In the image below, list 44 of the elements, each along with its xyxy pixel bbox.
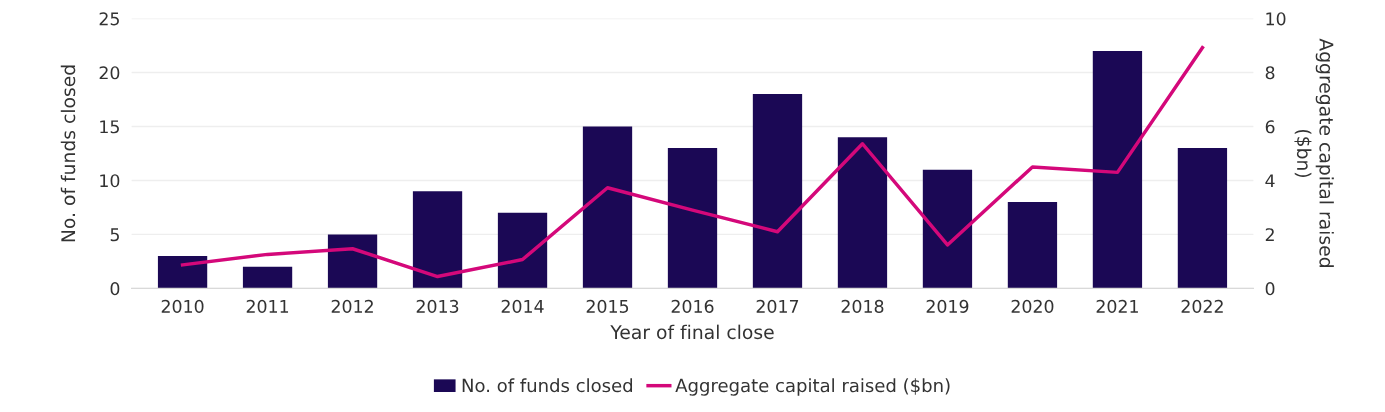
y2-tick-label: 2 [1265, 228, 1274, 242]
bar [327, 234, 378, 289]
y-tick-label: 20 [99, 66, 120, 80]
x-tick-label: 2011 [246, 299, 289, 313]
bar [752, 94, 803, 289]
x-tick-label: 2018 [841, 299, 884, 313]
bar [922, 169, 973, 289]
x-tick-label: 2010 [161, 299, 204, 313]
x-tick-label: 2012 [331, 299, 373, 313]
y-tick-label: 0 [110, 282, 120, 296]
bar [582, 126, 633, 289]
x-tick-label: 2019 [926, 299, 969, 313]
legend-label: No. of funds closed [462, 378, 633, 393]
bar [412, 191, 463, 289]
y-tick-label: 15 [100, 120, 119, 134]
bar [497, 212, 548, 289]
bar [157, 256, 208, 289]
y2-tick-label: 10 [1266, 12, 1286, 26]
bar [1177, 148, 1228, 289]
bar [1092, 50, 1143, 289]
y-tick-label: 10 [100, 174, 120, 188]
x-tick-label: 2016 [671, 299, 714, 313]
bar [667, 148, 718, 289]
x-tick-label: 2013 [416, 299, 459, 313]
x-tick-label: 2022 [1181, 299, 1223, 313]
line-series [180, 45, 1205, 279]
y-tick-label: 25 [99, 12, 119, 26]
bar [1007, 202, 1058, 289]
y2-tick-label: 4 [1265, 174, 1275, 188]
x-tick-label: 2017 [756, 299, 799, 313]
y-axis-title: No. of funds closed [60, 65, 76, 242]
x-tick-label: 2021 [1096, 299, 1138, 313]
y2-tick-label: 8 [1265, 66, 1275, 80]
y2-tick-label: 0 [1265, 282, 1275, 296]
bar [242, 266, 293, 289]
y2-axis-title: Aggregate capital raised ($bn) [1294, 38, 1334, 267]
x-tick-label: 2014 [501, 299, 544, 313]
bar [837, 137, 888, 289]
x-tick-label: 2020 [1011, 299, 1054, 313]
y-tick-label: 5 [110, 228, 119, 242]
legend-label: Aggregate capital raised ($bn) [675, 378, 950, 396]
x-tick-label: 2015 [586, 299, 629, 313]
x-axis-title: Year of final close [610, 324, 774, 340]
y2-tick-label: 6 [1265, 120, 1275, 134]
